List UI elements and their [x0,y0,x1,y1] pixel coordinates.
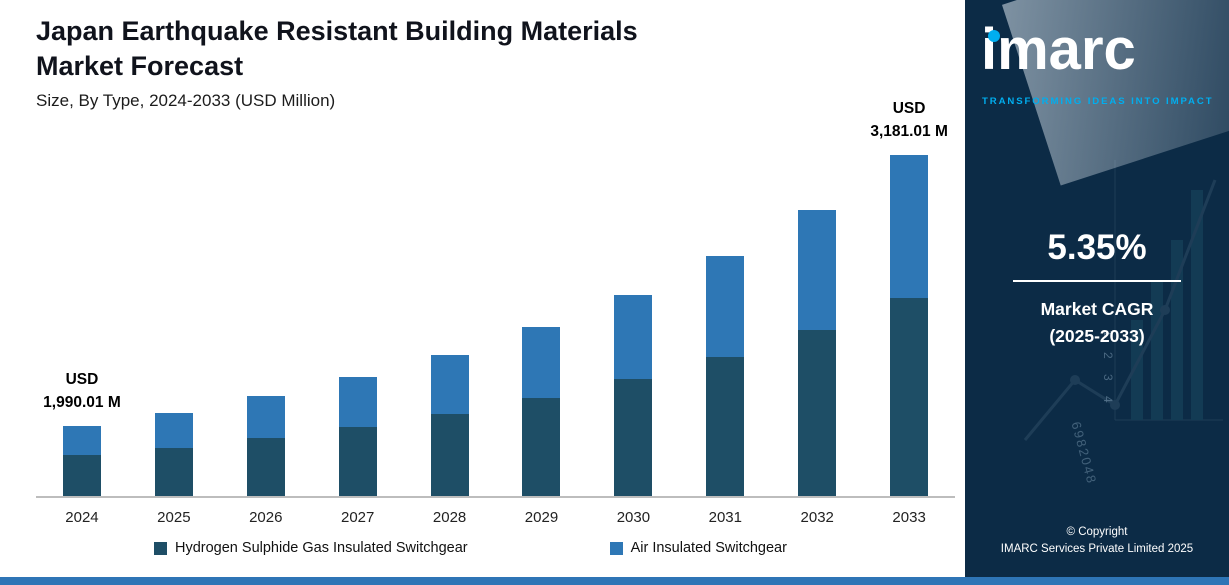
x-axis-label-2025: 2025 [157,509,191,526]
bar-segment-hydrogen-sulphide-2024 [62,455,101,496]
title-block: Japan Earthquake Resistant Building Mate… [36,14,936,111]
legend-label-dark: Hydrogen Sulphide Gas Insulated Switchge… [175,540,468,556]
bar-segment-hydrogen-sulphide-2027 [338,427,377,496]
bar-column-2029: 2029 [496,140,588,526]
stacked-bar-2032 [798,210,837,496]
bar-segment-hydrogen-sulphide-2032 [798,330,837,496]
bar-segment-air-insulated-2029 [522,327,561,398]
value-annotation-2033: USD 3,181.01 M [870,100,948,140]
cagr-block: 5.35% Market CAGR (2025-2033) [965,228,1229,350]
bar-segment-hydrogen-sulphide-2033 [890,298,929,496]
bar-column-2031: 2031 [679,140,771,526]
stacked-bar-2025 [154,413,193,496]
page-title: Japan Earthquake Resistant Building Mate… [36,14,936,84]
bar-column-2030: 2030 [587,140,679,526]
cagr-divider [1013,280,1181,282]
cagr-value: 5.35% [1047,228,1147,267]
copyright-line1: © Copyright [1066,526,1128,538]
bar-segment-hydrogen-sulphide-2030 [614,379,653,496]
bar-segment-hydrogen-sulphide-2025 [154,448,193,496]
x-axis-label-2031: 2031 [708,509,742,526]
legend-marker-light [609,541,623,555]
stacked-bar-2027 [338,377,377,496]
x-axis-label-2026: 2026 [249,509,283,526]
legend-marker-dark [154,541,167,555]
cagr-label-line2: (2025-2033) [1049,326,1145,347]
value-annotation-2024: USD 1,990.01 M [43,371,121,411]
copyright: © Copyright IMARC Services Private Limit… [965,524,1229,559]
bar-column-2025: 2025 [128,140,220,526]
stacked-bar-2030 [614,295,653,496]
x-axis-label-2032: 2032 [800,509,834,526]
bar-segment-air-insulated-2027 [338,377,377,427]
page-title-line2: Market Forecast [36,51,244,82]
brand-tagline: TRANSFORMING IDEAS INTO IMPACT [982,96,1214,107]
imarc-logo-text: imarc [981,17,1136,82]
stacked-bar-2033 [890,155,929,496]
stacked-bar-2026 [246,396,285,496]
bar-segment-air-insulated-2032 [798,210,837,330]
bottom-accent-strip [0,577,1229,585]
x-axis-label-2028: 2028 [432,509,467,526]
legend-label-light: Air Insulated Switchgear [630,540,787,556]
chart-legend: Hydrogen Sulphide Gas Insulated Switchge… [36,540,955,556]
x-axis-label-2030: 2030 [616,509,651,526]
bar-column-2032: 2032 [771,140,863,526]
bar-segment-hydrogen-sulphide-2031 [706,357,745,496]
bar-segment-air-insulated-2033 [890,155,929,298]
stacked-bar-2031 [706,256,745,496]
decorative-numbers-figure: 6982048 [1068,420,1100,487]
stacked-bar-2028 [430,355,469,496]
bar-segment-air-insulated-2028 [430,355,469,414]
legend-item-air-insulated: Air Insulated Switchgear [609,540,787,556]
bar-column-2028: 2028 [404,140,496,526]
legend-item-hydrogen-sulphide: Hydrogen Sulphide Gas Insulated Switchge… [154,540,468,556]
page-title-line1: Japan Earthquake Resistant Building Mate… [36,16,638,46]
bar-segment-hydrogen-sulphide-2026 [246,438,285,496]
x-axis-label-2027: 2027 [340,509,375,526]
stacked-bar-2029 [522,327,561,496]
cagr-label-line1: Market CAGR [1040,299,1154,319]
imarc-logo-dot-icon [988,30,1000,42]
bar-segment-hydrogen-sulphide-2029 [522,398,561,496]
bar-column-2026: 2026 [220,140,312,526]
bar-segment-air-insulated-2030 [614,295,653,379]
x-axis-label-2033: 2033 [892,509,926,526]
stacked-bar-2024 [62,426,101,496]
bar-column-2033: 2033 USD 3,181.01 M [863,100,955,526]
bar-segment-hydrogen-sulphide-2028 [430,414,469,496]
page-subtitle: Size, By Type, 2024-2033 (USD Million) [36,91,336,111]
copyright-line2: IMARC Services Private Limited 2025 [1000,543,1194,556]
bar-segment-air-insulated-2024 [62,426,101,455]
bar-column-2027: 2027 [312,140,404,526]
imarc-logo: imarc [981,18,1136,82]
cagr-label: Market CAGR (2025-2033) [965,296,1229,350]
bar-column-2024: 2024 USD 1,990.01 M [36,140,128,526]
chart-section: Japan Earthquake Resistant Building Mate… [36,14,955,556]
bar-segment-air-insulated-2031 [706,256,745,357]
x-axis-label-2024: 2024 [65,509,99,526]
brand-panel: 1 2 3 4 6982048 imarc TRANSFORMING IDEAS… [965,0,1229,585]
stacked-bar-chart: 2024 USD 1,990.01 M 2025 2026 2027 2028 2029 203… [36,100,955,526]
bar-segment-air-insulated-2025 [154,413,193,448]
bar-segment-air-insulated-2026 [246,396,285,438]
x-axis-label-2029: 2029 [524,509,559,526]
